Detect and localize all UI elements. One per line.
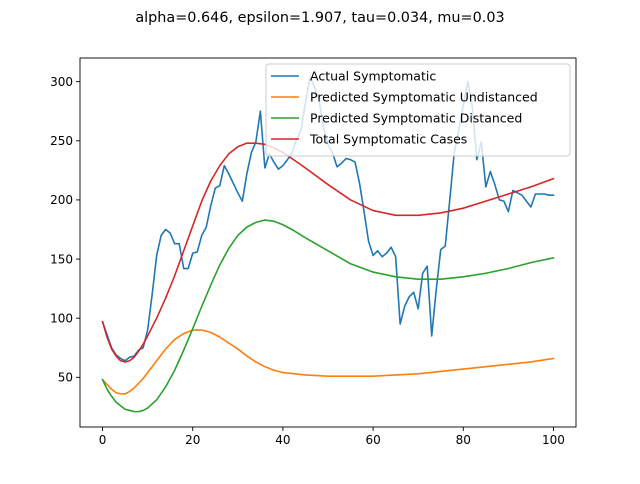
- legend: Actual Symptomatic Predicted Symptomatic …: [265, 63, 571, 157]
- legend-label-4: Total Symptomatic Cases: [309, 132, 467, 147]
- legend-label-2: Predicted Symptomatic Undistanced: [310, 90, 538, 105]
- x-tick-label-2: 40: [275, 433, 290, 447]
- axes-frame: [79, 57, 577, 428]
- y-tick-label-3: 200: [50, 193, 73, 207]
- legend-label-3: Predicted Symptomatic Distanced: [310, 111, 522, 126]
- series-line-3: [101, 219, 555, 413]
- x-tick-label-0: 0: [99, 433, 107, 447]
- chart-title: alpha=0.646, epsilon=1.907, tau=0.034, m…: [135, 10, 504, 26]
- x-tick-label-5: 100: [542, 433, 565, 447]
- x-tick-label-3: 60: [365, 433, 380, 447]
- x-tick-label-1: 20: [185, 433, 200, 447]
- x-tick-label-4: 80: [456, 433, 471, 447]
- y-tick-label-1: 100: [50, 311, 73, 325]
- y-tick-label-0: 50: [58, 371, 73, 385]
- y-tick-label-2: 150: [50, 252, 73, 266]
- y-tick-label-4: 250: [50, 134, 73, 148]
- axes: 0 20 40 60 80 100 50 100 150 200 250 300: [50, 57, 577, 447]
- series-line-2: [101, 329, 555, 395]
- legend-label-1: Actual Symptomatic: [310, 69, 436, 84]
- y-tick-label-5: 300: [50, 75, 73, 89]
- legend-box: [265, 63, 571, 157]
- series-line-4: [101, 142, 555, 363]
